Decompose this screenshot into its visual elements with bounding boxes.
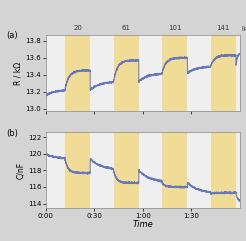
Bar xyxy=(65,132,90,208)
Text: (b): (b) xyxy=(7,128,18,138)
Text: 141: 141 xyxy=(217,25,230,31)
Text: (a): (a) xyxy=(7,31,18,40)
Text: 20: 20 xyxy=(73,25,82,31)
Bar xyxy=(65,35,90,111)
Y-axis label: R / kΩ: R / kΩ xyxy=(14,61,23,85)
Text: 61: 61 xyxy=(122,25,131,31)
Bar xyxy=(211,132,236,208)
Bar xyxy=(162,35,187,111)
Bar xyxy=(114,35,139,111)
Text: 101: 101 xyxy=(168,25,182,31)
Y-axis label: C/nF: C/nF xyxy=(16,162,25,179)
X-axis label: Time: Time xyxy=(132,220,153,229)
Bar xyxy=(211,35,236,111)
Bar xyxy=(162,132,187,208)
Text: [ppm]: [ppm] xyxy=(241,26,246,31)
Bar xyxy=(114,132,139,208)
